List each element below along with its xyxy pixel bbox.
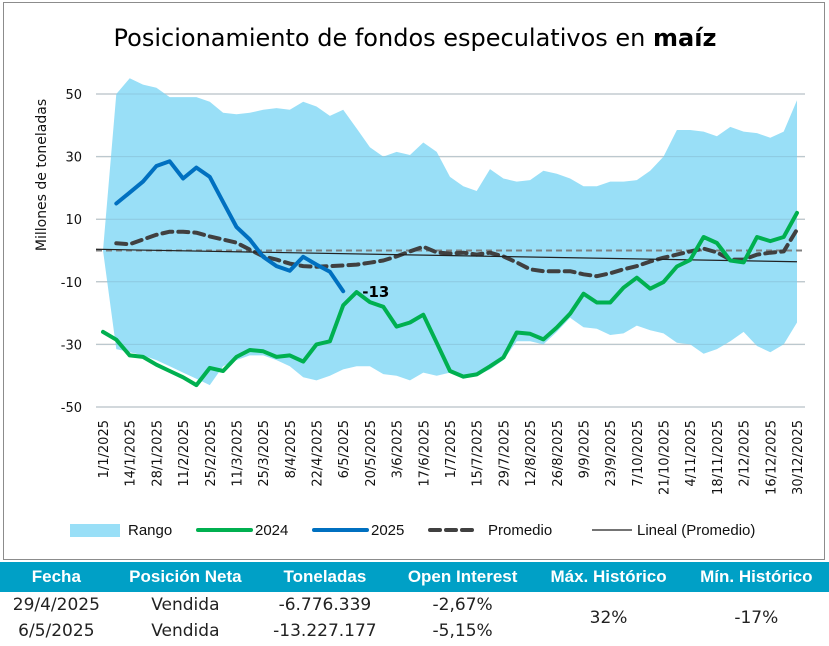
header-posicion-neta: Posición Neta [112,562,259,592]
series-promedio [114,227,799,279]
header-max-historico: Máx. Histórico [533,562,684,592]
header-toneladas: Toneladas [258,562,392,592]
legend-item-lineal-promedio-: Lineal (Promedio) [592,522,755,539]
x-tick-label: 1/7/2025 [444,420,459,478]
x-tick-label: 4/11/2025 [684,420,699,487]
x-tick-label: 8/4/2025 [284,420,299,478]
chart: Posicionamiento de fondos especulativos … [34,24,806,539]
y-axis-label: Millones de toneladas [34,99,50,251]
header-min-historico: Mín. Histórico [683,562,829,592]
plot-area: -13 [95,78,805,408]
x-tick-label: 26/8/2025 [551,420,566,487]
x-tick-label: 21/10/2025 [658,420,673,495]
x-tick-label: 16/12/2025 [764,420,779,495]
x-tick-label: 11/2/2025 [177,420,192,487]
range-area [103,78,797,386]
data-label-2025-last: -13 [362,283,389,301]
x-tick-label: 1/1/2025 [97,420,112,478]
cell-open-interest: -5,15% [432,621,493,641]
chart-title-bold: maíz [653,24,716,52]
cell-toneladas: -13.227.177 [273,621,377,641]
x-tick-label: 25/2/2025 [204,420,219,487]
x-tick-label: 25/3/2025 [257,420,272,487]
y-tick-label: 30 [65,151,82,166]
legend-item-2024: 2024 [196,522,288,539]
y-tick-label: -50 [61,401,82,416]
x-tick-label: 18/11/2025 [711,420,726,495]
cell-min-historico: -17% [734,608,779,628]
x-tick-label: 2/12/2025 [738,420,753,487]
cell-posicion: Vendida [151,621,220,641]
legend-label: 2025 [371,522,404,539]
cell-fecha: 29/4/2025 [12,595,100,615]
y-tick-label: 10 [65,213,82,228]
x-tick-label: 23/9/2025 [604,420,619,487]
y-tick-label: 50 [65,88,82,103]
x-tick-label: 3/6/2025 [391,420,406,478]
x-tick-label: 20/5/2025 [364,420,379,487]
legend: Rango 2024 2025 Promedio Lineal (Promedio) [70,522,755,539]
y-tick-labels: 50 30 10 -10 -30 -50 [61,88,82,416]
cell-open-interest: -2,67% [432,595,493,615]
cell-toneladas: -6.776.339 [278,595,372,615]
legend-label: Promedio [488,522,552,539]
positions-table: Fecha Posición Neta Toneladas Open Inter… [0,562,829,644]
legend-item-2025: 2025 [312,522,404,539]
x-tick-label: 22/4/2025 [311,420,326,487]
cell-max-historico: 32% [589,608,628,628]
table-header-row: Fecha Posición Neta Toneladas Open Inter… [0,562,829,592]
series-2024 [101,210,799,388]
x-tick-label: 7/10/2025 [631,420,646,487]
table-row: 6/5/2025 Vendida -13.227.177 -5,15% [0,618,829,644]
series-2025 [114,159,346,294]
chart-title: Posicionamiento de fondos especulativos … [114,24,717,52]
table-row: 29/4/2025 Vendida -6.776.339 -2,67% 32% … [0,592,829,628]
legend-label: Lineal (Promedio) [637,522,755,539]
x-tick-label: 6/5/2025 [337,420,352,478]
y-tick-label: -30 [61,338,82,353]
chart-title-text: Posicionamiento de fondos especulativos … [114,24,646,52]
header-open-interest: Open Interest [391,562,534,592]
x-tick-label: 11/3/2025 [230,420,245,487]
legend-item-promedio: Promedio [428,522,552,539]
legend-label: Rango [128,522,172,539]
x-tick-label: 12/8/2025 [524,420,539,487]
x-tick-label: 29/7/2025 [497,420,512,487]
cell-fecha: 6/5/2025 [18,621,95,641]
x-tick-label: 30/12/2025 [791,420,806,495]
x-tick-label: 17/6/2025 [417,420,432,487]
x-tick-labels: 1/1/2025 14/1/2025 28/1/2025 11/2/2025 25/2/… [97,420,806,495]
legend-swatch-area [70,524,120,537]
x-tick-label: 15/7/2025 [471,420,486,487]
y-tick-label: -10 [61,276,82,291]
legend-label: 2024 [255,522,288,539]
legend-item-rango: Rango [70,522,172,539]
x-tick-label: 14/1/2025 [124,420,139,487]
x-tick-label: 9/9/2025 [577,420,592,478]
header-fecha: Fecha [0,562,113,592]
cell-posicion: Vendida [151,595,220,615]
x-tick-label: 28/1/2025 [150,420,165,487]
trendline-lineal-promedio [95,248,798,263]
